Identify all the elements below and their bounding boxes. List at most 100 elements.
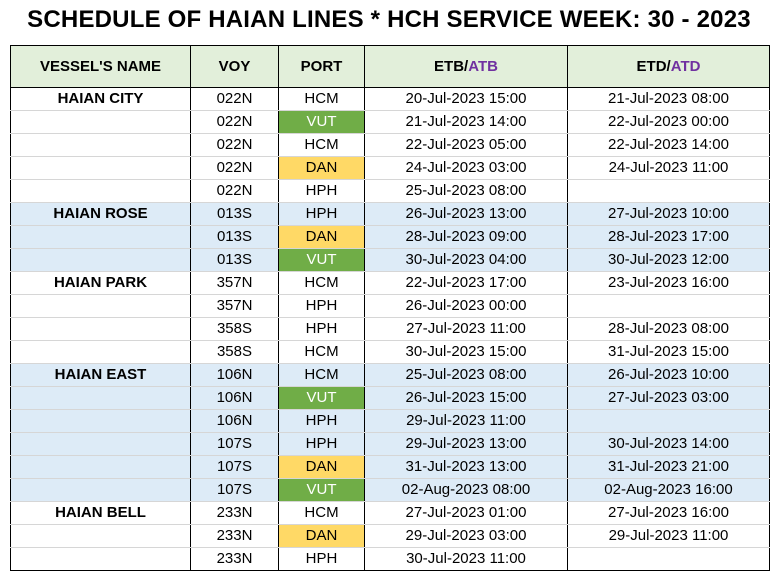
vessel-name-cell	[10, 432, 191, 456]
vessel-name-cell	[10, 133, 191, 157]
etd-cell: 26-Jul-2023 10:00	[567, 363, 770, 387]
port-cell: VUT	[278, 478, 365, 502]
port-cell: VUT	[278, 110, 365, 134]
header-atd: ATD	[670, 58, 701, 75]
etd-cell	[567, 409, 770, 433]
voy-cell: 022N	[190, 133, 279, 157]
etb-cell: 26-Jul-2023 15:00	[364, 386, 568, 410]
port-cell: HPH	[278, 547, 365, 571]
page-title: SCHEDULE OF HAIAN LINES * HCH SERVICE WE…	[27, 6, 751, 33]
etd-cell: 22-Jul-2023 00:00	[567, 110, 770, 134]
port-cell: HPH	[278, 409, 365, 433]
port-cell: DAN	[278, 225, 365, 249]
table-header-row: VESSEL'S NAME VOY PORT ETB/ATB ETD/ATD	[10, 45, 770, 88]
vessel-name-cell	[10, 340, 191, 364]
port-cell: HCM	[278, 133, 365, 157]
etb-cell: 02-Aug-2023 08:00	[364, 478, 568, 502]
voy-cell: 357N	[190, 294, 279, 318]
voy-cell: 233N	[190, 547, 279, 571]
port-cell: HCM	[278, 271, 365, 295]
voy-cell: 107S	[190, 432, 279, 456]
header-etb-atb: ETB/ATB	[364, 45, 568, 88]
header-voy: VOY	[190, 45, 279, 88]
port-cell: HPH	[278, 202, 365, 226]
etd-cell: 24-Jul-2023 11:00	[567, 156, 770, 180]
etb-cell: 20-Jul-2023 15:00	[364, 87, 568, 111]
vessel-name-cell: HAIAN PARK	[10, 271, 191, 295]
table-row: HAIAN CITY 022N HCM 20-Jul-2023 15:00 21-Jul…	[10, 87, 770, 111]
voy-cell: 106N	[190, 409, 279, 433]
etb-cell: 30-Jul-2023 04:00	[364, 248, 568, 272]
etd-cell: 27-Jul-2023 03:00	[567, 386, 770, 410]
table-row: 358S HPH 27-Jul-2023 11:00 28-Jul-2023 08:0…	[10, 317, 770, 341]
table-row: 107S VUT 02-Aug-2023 08:00 02-Aug-2023 16:0…	[10, 478, 770, 502]
port-cell: HCM	[278, 363, 365, 387]
voy-cell: 022N	[190, 87, 279, 111]
header-etd: ETD/	[636, 58, 671, 75]
etb-cell: 29-Jul-2023 13:00	[364, 432, 568, 456]
etd-cell: 30-Jul-2023 12:00	[567, 248, 770, 272]
etb-cell: 25-Jul-2023 08:00	[364, 179, 568, 203]
etb-cell: 31-Jul-2023 13:00	[364, 455, 568, 479]
table-row: HAIAN BELL 233N HCM 27-Jul-2023 01:00 27-Jul…	[10, 501, 770, 525]
voy-cell: 358S	[190, 317, 279, 341]
etb-cell: 27-Jul-2023 01:00	[364, 501, 568, 525]
etd-cell: 21-Jul-2023 08:00	[567, 87, 770, 111]
vessel-name-cell	[10, 478, 191, 502]
port-cell: DAN	[278, 455, 365, 479]
etb-cell: 26-Jul-2023 13:00	[364, 202, 568, 226]
etd-cell	[567, 179, 770, 203]
vessel-name-cell	[10, 455, 191, 479]
port-cell: HCM	[278, 501, 365, 525]
etb-cell: 26-Jul-2023 00:00	[364, 294, 568, 318]
table-row: 233N DAN 29-Jul-2023 03:00 29-Jul-2023 11:0…	[10, 524, 770, 548]
voy-cell: 233N	[190, 501, 279, 525]
port-cell: HPH	[278, 432, 365, 456]
etb-cell: 24-Jul-2023 03:00	[364, 156, 568, 180]
port-cell: DAN	[278, 524, 365, 548]
voy-cell: 013S	[190, 202, 279, 226]
etb-cell: 22-Jul-2023 17:00	[364, 271, 568, 295]
vessel-name-cell: HAIAN EAST	[10, 363, 191, 387]
etd-cell: 27-Jul-2023 10:00	[567, 202, 770, 226]
voy-cell: 106N	[190, 386, 279, 410]
etb-cell: 29-Jul-2023 11:00	[364, 409, 568, 433]
voy-cell: 107S	[190, 455, 279, 479]
voy-cell: 013S	[190, 225, 279, 249]
vessel-name-cell	[10, 179, 191, 203]
etd-cell: 22-Jul-2023 14:00	[567, 133, 770, 157]
header-atb: ATB	[468, 58, 498, 75]
etd-cell: 28-Jul-2023 17:00	[567, 225, 770, 249]
table-row: HAIAN ROSE 013S HPH 26-Jul-2023 13:00 27-Jul…	[10, 202, 770, 226]
table-row: 022N VUT 21-Jul-2023 14:00 22-Jul-2023 00:0…	[10, 110, 770, 134]
table-row: 013S DAN 28-Jul-2023 09:00 28-Jul-2023 17:0…	[10, 225, 770, 249]
voy-cell: 022N	[190, 179, 279, 203]
etb-cell: 30-Jul-2023 11:00	[364, 547, 568, 571]
vessel-name-cell: HAIAN ROSE	[10, 202, 191, 226]
voy-cell: 233N	[190, 524, 279, 548]
vessel-name-cell	[10, 156, 191, 180]
table-row: HAIAN PARK 357N HCM 22-Jul-2023 17:00 23-Jul…	[10, 271, 770, 295]
voy-cell: 013S	[190, 248, 279, 272]
port-cell: HPH	[278, 317, 365, 341]
etb-cell: 21-Jul-2023 14:00	[364, 110, 568, 134]
vessel-name-cell	[10, 248, 191, 272]
table-row: 107S DAN 31-Jul-2023 13:00 31-Jul-2023 21:0…	[10, 455, 770, 479]
table-row: 022N HPH 25-Jul-2023 08:00	[10, 179, 770, 203]
etb-cell: 25-Jul-2023 08:00	[364, 363, 568, 387]
etb-cell: 29-Jul-2023 03:00	[364, 524, 568, 548]
etd-cell: 29-Jul-2023 11:00	[567, 524, 770, 548]
vessel-name-cell	[10, 317, 191, 341]
vessel-name-cell: HAIAN CITY	[10, 87, 191, 111]
vessel-name-cell	[10, 524, 191, 548]
voy-cell: 357N	[190, 271, 279, 295]
vessel-name-cell	[10, 386, 191, 410]
table-row: HAIAN EAST 106N HCM 25-Jul-2023 08:00 26-Jul…	[10, 363, 770, 387]
etd-cell	[567, 547, 770, 571]
port-cell: HCM	[278, 340, 365, 364]
schedule-table: VESSEL'S NAME VOY PORT ETB/ATB ETD/ATD H…	[10, 45, 770, 571]
table-row: 357N HPH 26-Jul-2023 00:00	[10, 294, 770, 318]
etd-cell: 28-Jul-2023 08:00	[567, 317, 770, 341]
voy-cell: 022N	[190, 156, 279, 180]
etd-cell: 27-Jul-2023 16:00	[567, 501, 770, 525]
